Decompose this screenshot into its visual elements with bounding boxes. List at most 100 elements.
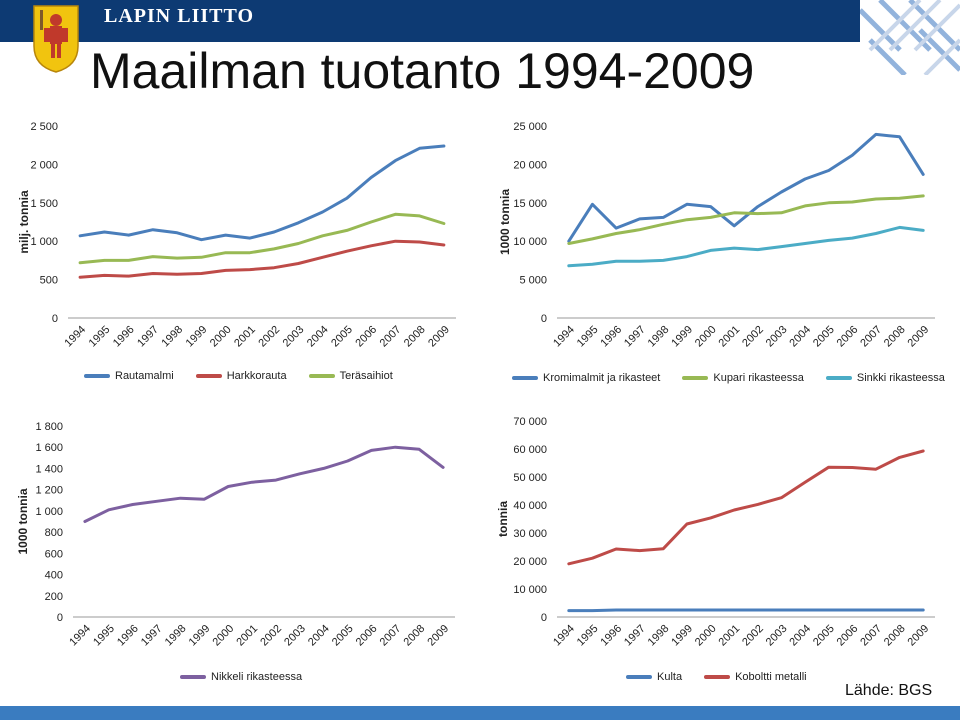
y-tick-label: 0 [57, 612, 63, 624]
series-line [83, 445, 445, 523]
header-band: LAPIN LIITTO [0, 0, 960, 42]
legend-iron-steel: Rautamalmi Harkkorauta Teräsaihiot [84, 370, 407, 382]
x-tick-label: 2008 [882, 623, 908, 649]
y-tick-label: 1 800 [35, 421, 63, 433]
x-tick-label: 1998 [646, 324, 672, 350]
chart-iron-steel: 0 500 1 000 1 500 2 000 2 500 milj. tonnia 1994… [17, 121, 456, 350]
series-line [567, 132, 925, 243]
legend-swatch [195, 374, 222, 378]
legend-label: Kromimalmit ja rikasteet [543, 372, 661, 384]
brand-name: LAPIN LIITTO [104, 5, 255, 27]
x-tick-label: 1998 [646, 623, 672, 649]
y-tick-label: 0 [541, 313, 547, 325]
y-tick-label: 20 000 [513, 159, 547, 171]
x-tick-label: 2005 [330, 623, 356, 649]
legend-swatch [84, 374, 110, 378]
series-line [78, 212, 446, 265]
x-tick-label: 1996 [598, 324, 624, 350]
legend-label: Harkkorauta [226, 370, 287, 382]
x-tick-label: 1994 [551, 324, 577, 350]
x-tick-label: 2001 [232, 324, 258, 350]
y-axis-label: 1000 tonnia [16, 488, 30, 554]
x-tick-label: 1994 [551, 623, 577, 649]
x-tick-label: 1999 [184, 324, 210, 350]
x-tick-label: 2009 [425, 623, 451, 649]
x-tick-label: 2007 [858, 623, 884, 649]
y-tick-label: 400 [45, 570, 63, 582]
x-tick-label: 2002 [256, 324, 282, 350]
x-tick-label: 2006 [835, 623, 861, 649]
y-tick-label: 500 [40, 275, 58, 287]
x-tick-label: 2000 [693, 324, 719, 350]
y-tick-label: 1 200 [35, 485, 63, 497]
x-tick-label: 2009 [426, 324, 452, 350]
legend-item: Kromimalmit ja rikasteet [512, 372, 660, 384]
legend-swatch [308, 374, 335, 378]
legend-nickel: Nikkeli rikasteessa [180, 671, 316, 683]
legend-label: Sinkki rikasteessa [856, 372, 945, 384]
y-tick-label: 60 000 [513, 444, 547, 456]
y-tick-label: 2 500 [30, 121, 58, 133]
x-tick-label: 2005 [811, 324, 837, 350]
x-tick-label: 2007 [378, 324, 404, 350]
x-tick-label: 2008 [882, 324, 908, 350]
legend-item: Sinkki rikasteessa [825, 372, 945, 384]
y-tick-label: 40 000 [513, 500, 547, 512]
x-tick-label: 2004 [787, 324, 813, 350]
x-tick-label: 2009 [906, 623, 932, 649]
x-tick-label: 2004 [306, 623, 332, 649]
x-tick-label: 1998 [159, 324, 185, 350]
legend-chrome-copper-zinc: Kromimalmit ja rikasteet Kupari rikastees… [512, 372, 959, 384]
x-tick-label: 2005 [811, 623, 837, 649]
chart-nickel: 0 200 400 600 800 1 000 1 200 1 400 1 600 1 800 10… [16, 421, 455, 649]
legend-label: Kulta [657, 671, 683, 683]
x-tick-label: 2002 [740, 324, 766, 350]
x-tick-label: 2006 [353, 324, 379, 350]
x-tick-label: 1994 [62, 324, 88, 350]
y-tick-label: 0 [52, 313, 58, 325]
decorative-pattern-graphic [860, 0, 960, 75]
x-tick-label: 1999 [187, 623, 213, 649]
chart-chrome-copper-zinc: 0 5 000 10 000 15 000 20 000 25 000 1000 tonni… [498, 121, 935, 350]
y-tick-label: 1 600 [35, 442, 63, 454]
series-line [78, 239, 446, 279]
source-note: Lähde: BGS [845, 682, 933, 699]
footer-band [0, 706, 960, 720]
chart-gold-cobalt: 0 10 000 20 000 30 000 40 000 50 000 60 000 70 … [496, 416, 935, 649]
x-tick-label: 1995 [87, 324, 113, 350]
legend-item: Koboltti metalli [704, 671, 807, 683]
y-tick-label: 0 [541, 612, 547, 624]
x-tick-label: 1998 [163, 623, 189, 649]
x-tick-label: 1997 [622, 324, 648, 350]
legend-item: Rautamalmi [84, 370, 174, 382]
legend-gold-cobalt: Kulta Koboltti metalli [626, 671, 821, 683]
x-tick-label: 1999 [669, 324, 695, 350]
y-tick-label: 10 000 [513, 236, 547, 248]
legend-item: Kulta [626, 671, 682, 683]
y-tick-label: 1 400 [35, 463, 63, 475]
series-line [567, 449, 925, 566]
y-tick-label: 30 000 [513, 528, 547, 540]
coat-of-arms-logo [33, 5, 79, 73]
x-tick-label: 1997 [139, 623, 165, 649]
x-tick-label: 2004 [305, 324, 331, 350]
x-tick-label: 1995 [91, 623, 117, 649]
x-tick-label: 2003 [281, 324, 307, 350]
x-tick-label: 2008 [402, 623, 428, 649]
y-tick-label: 25 000 [513, 121, 547, 133]
series-line [78, 144, 446, 242]
x-tick-label: 2003 [764, 623, 790, 649]
y-tick-label: 200 [45, 591, 63, 603]
y-axis-label: tonnia [496, 501, 510, 537]
legend-swatch [626, 675, 652, 679]
x-tick-label: 1996 [115, 623, 141, 649]
y-tick-label: 1 000 [35, 506, 63, 518]
legend-label: Nikkeli rikasteessa [211, 671, 303, 683]
legend-label: Koboltti metalli [735, 671, 807, 683]
legend-swatch [682, 376, 709, 380]
x-tick-label: 1994 [67, 623, 93, 649]
legend-label: Kupari rikasteessa [713, 372, 804, 384]
x-tick-label: 2003 [764, 324, 790, 350]
legend-swatch [825, 376, 852, 380]
x-tick-label: 2002 [258, 623, 284, 649]
